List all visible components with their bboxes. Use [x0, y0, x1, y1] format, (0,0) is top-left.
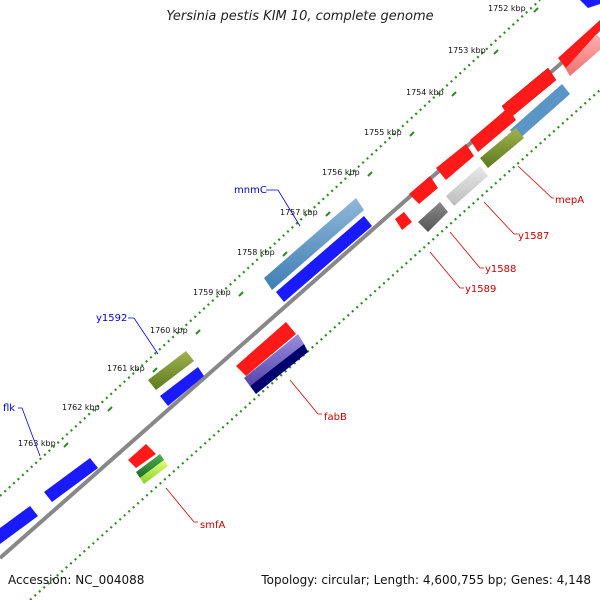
gene-forward-red-2[interactable] [558, 20, 600, 68]
gene-fabB-navy[interactable] [250, 344, 308, 394]
page-title: Yersinia pestis KIM 10, complete genome [166, 9, 434, 24]
tick-mark [533, 7, 539, 13]
gene-y1587-light[interactable] [446, 166, 488, 206]
genome-summary: Topology: circular; Length: 4,600,755 bp… [261, 573, 591, 587]
tick-mark [152, 367, 158, 373]
gene-label-mepA: mepA [555, 195, 584, 206]
leader-y1587 [483, 201, 518, 235]
leader-flk [18, 407, 41, 457]
tick-label: 1752 kbp [488, 4, 526, 13]
accession-text: Accession: NC_004088 [8, 573, 145, 587]
tick-mark [367, 171, 373, 177]
gene-smfA-lime[interactable] [140, 460, 168, 484]
gene-label-mnmC: mnmC [234, 185, 267, 196]
tick-label: 1759 kbp [193, 288, 231, 297]
gene-label-fabB: fabB [324, 412, 347, 423]
leader-y1588 [449, 231, 484, 269]
tick-mark [409, 131, 415, 137]
gene-y1588-gray[interactable] [418, 202, 448, 232]
tick-label: 1756 kbp [322, 168, 360, 177]
forward-strand [0, 0, 600, 544]
tick-ring-outer [0, 0, 541, 497]
gene-smfA-red[interactable] [128, 444, 156, 468]
tick-label: 1761 kbp [107, 364, 145, 373]
gene-label-flk: flk [3, 403, 15, 414]
tick-labels: 1752 kbp 1753 kbp 1754 kbp 1755 kbp 1756 kbp… [18, 4, 526, 448]
tick-mark [63, 442, 69, 448]
tick-label: 1762 kbp [62, 403, 100, 412]
tick-label: 1760 kbp [150, 326, 188, 335]
gene-mepA-olive[interactable] [480, 128, 524, 168]
gene-labels: mnmC y1592 flk mepA y1587 y1588 y1589 fabB smfA [3, 185, 584, 531]
gene-mnmC-steel[interactable] [264, 198, 364, 290]
tick-mark [451, 91, 457, 97]
tick-mark [325, 211, 331, 217]
gene-label-y1589: y1589 [465, 284, 496, 295]
leader-mepA [517, 165, 554, 199]
tick-label: 1753 kbp [448, 46, 486, 55]
gene-forward-red-4[interactable] [436, 144, 474, 180]
reverse-strand [128, 84, 570, 484]
gene-flk-blue[interactable] [44, 458, 98, 502]
gene-label-y1588: y1588 [485, 264, 516, 275]
tick-mark [282, 251, 288, 257]
gene-fabB-purple[interactable] [244, 334, 304, 386]
gene-forward-red-3[interactable] [470, 108, 516, 152]
gene-label-y1592: y1592 [96, 313, 127, 324]
tick-label: 1755 kbp [364, 128, 402, 137]
gene-forward-red-5[interactable] [409, 176, 438, 204]
tick-ring-inner [29, 89, 600, 600]
leader-smfA [165, 487, 198, 523]
gene-forward-red-6[interactable] [395, 212, 412, 230]
gene-forward-partial[interactable] [580, 0, 600, 8]
gene-fabB-red[interactable] [236, 322, 296, 376]
leader-y1592 [128, 317, 159, 355]
tick-mark [195, 329, 201, 335]
tick-label: 1763 kbp [18, 439, 56, 448]
gene-label-y1587: y1587 [518, 231, 549, 242]
tick-label: 1758 kbp [237, 248, 275, 257]
tick-label: 1757 kbp [280, 208, 318, 217]
leader-mnmC [266, 189, 301, 227]
tick-mark [107, 406, 113, 412]
tick-mark [493, 49, 499, 55]
gene-mnmC-blue[interactable] [276, 216, 372, 302]
leader-y1589 [429, 251, 464, 289]
leader-fabB [289, 379, 322, 415]
tick-label: 1754 kbp [406, 88, 444, 97]
label-leaders [18, 165, 554, 523]
gene-y1592-blue[interactable] [160, 367, 204, 406]
tick-mark [238, 291, 244, 297]
gene-forward-pink[interactable] [562, 34, 600, 76]
gene-y1592-olive[interactable] [148, 351, 194, 390]
tick-marks [63, 7, 539, 448]
gene-smfA-green[interactable] [136, 454, 164, 478]
gene-mepA-steel[interactable] [510, 84, 570, 140]
gene-blue-left[interactable] [0, 506, 38, 544]
gene-label-smfA: smfA [200, 520, 225, 531]
